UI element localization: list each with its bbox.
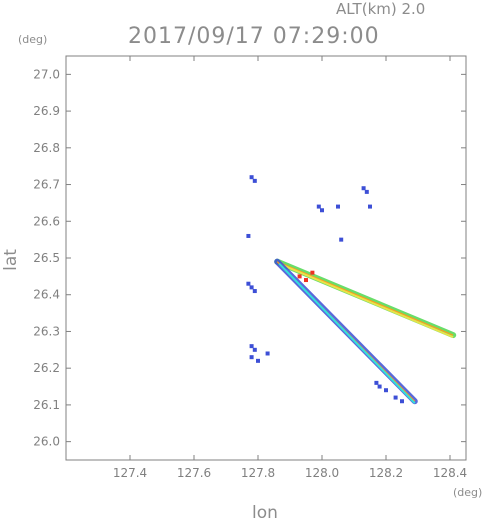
chart-title: 2017/09/17 07:29:00 [128,24,380,49]
beam-1-fill [278,262,454,339]
echo-1-23 [400,399,404,404]
y-axis-unit: (deg) [18,33,48,46]
echo-1-10 [246,233,251,238]
x-tick-label-127.4: 127.4 [113,466,147,480]
echo-1-20 [377,384,382,389]
y-tick-label-26.7: 26.7 [33,178,60,192]
echo-2-1 [297,274,302,279]
echo-1-1 [252,178,257,183]
echo-1-4 [320,208,324,213]
echo-1-19 [374,380,379,385]
y-tick-label-26.6: 26.6 [33,214,60,228]
tick-group: 127.4 127.6 127.8 128.0 128.2 128.4 26.0 26.1 26… [33,56,467,480]
echo-1-22 [393,395,398,400]
echo-1-12 [249,285,254,290]
echo-points [246,175,404,404]
y-tick-label-26.4: 26.4 [33,288,60,302]
x-tick-label-128.4: 128.4 [433,466,467,480]
altitude-label: ALT(km) 2.0 [336,0,426,18]
echo-1-3 [316,204,321,209]
echo-1-11 [246,281,251,286]
echo-1-9 [339,237,344,242]
y-tick-label-26.8: 26.8 [33,141,60,155]
echo-1-18 [265,351,270,356]
y-tick-label-26.5: 26.5 [33,251,60,265]
echo-1-15 [252,347,257,352]
echo-1-21 [384,388,388,393]
y-tick-label-26.3: 26.3 [33,324,60,338]
x-axis-label: lon [252,503,278,523]
echo-2-3 [310,270,315,275]
plot-frame [65,55,467,461]
y-tick-label-26.9: 26.9 [33,104,60,118]
x-axis-unit: (deg) [453,486,483,499]
echo-1-7 [364,189,369,194]
echo-2-2 [304,278,308,283]
plot-border [65,55,467,461]
echo-1-14 [249,344,254,349]
echo-1-2 [249,175,254,180]
echo-1-13 [252,289,257,294]
x-tick-label-127.8: 127.8 [241,466,275,480]
x-tick-label-128.0: 128.0 [305,466,339,480]
echo-1-16 [249,355,254,360]
echo-1-17 [256,358,260,363]
beam-group [274,258,457,405]
y-tick-label-26.2: 26.2 [33,361,60,375]
y-tick-label-27.0: 27.0 [33,67,60,81]
x-tick-label-128.2: 128.2 [369,466,403,480]
echo-1-5 [336,204,340,209]
beam-1-edge [276,261,454,336]
echo-1-8 [368,204,372,209]
echo-1-6 [361,186,366,191]
y-tick-label-26.0: 26.0 [33,435,60,449]
y-tick-label-26.1: 26.1 [33,398,60,412]
beam-2-fill [278,262,416,404]
x-tick-label-127.6: 127.6 [177,466,211,480]
